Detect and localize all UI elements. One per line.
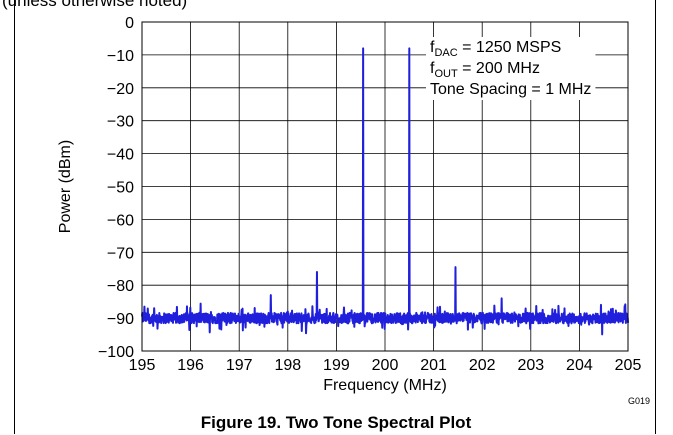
x-tick-label: 199 [323, 357, 350, 374]
x-tick-label: 196 [177, 357, 204, 374]
x-axis-label: Frequency (MHz) [323, 377, 447, 394]
plot-frame [141, 21, 629, 352]
x-tick-label: 202 [469, 357, 496, 374]
series-group [141, 47, 629, 336]
y-tick-label: −90 [107, 311, 134, 328]
x-tick-label: 200 [372, 357, 399, 374]
page-note: (unless otherwise noted) [2, 0, 188, 10]
y-tick-label: −70 [107, 245, 134, 262]
x-tick-label: 203 [517, 357, 544, 374]
y-tick-label: 0 [125, 15, 134, 32]
annotation-line: fOUT = 200 MHz [430, 60, 540, 80]
x-tick-label: 204 [566, 357, 593, 374]
y-tick-label: −20 [107, 81, 134, 98]
annotation-line: fDAC = 1250 MSPS [430, 39, 561, 59]
y-tick-label: −50 [107, 180, 134, 197]
x-tick-label: 205 [615, 357, 642, 374]
y-tick-label: −100 [98, 344, 134, 361]
y-tick-label: −80 [107, 278, 134, 295]
y-tick-label: −30 [107, 114, 134, 131]
figure-frame [14, 0, 656, 434]
y-tick-label: −60 [107, 212, 134, 229]
y-tick-label: −40 [107, 147, 134, 164]
annotation-background [426, 37, 596, 100]
x-tick-label: 198 [274, 357, 301, 374]
x-tick-label: 195 [129, 357, 156, 374]
y-tick-labels: 0 −10 −20 −30 −40 −50 −60 −70 −80 −90 −100 [98, 15, 134, 361]
y-axis-label: Power (dBm) [57, 140, 74, 233]
y-tick-label: −10 [107, 48, 134, 65]
figure-caption: Figure 19. Two Tone Spectral Plot [201, 413, 472, 432]
spectrum-trace [141, 47, 629, 336]
figure-code: G019 [628, 396, 650, 406]
x-tick-label: 201 [420, 357, 447, 374]
annotation-line: Tone Spacing = 1 MHz [430, 81, 591, 98]
x-tick-label: 197 [226, 357, 253, 374]
x-tick-labels: 195 196 197 198 199 200 201 202 203 204 205 [129, 357, 642, 374]
grid-lines [142, 22, 628, 351]
